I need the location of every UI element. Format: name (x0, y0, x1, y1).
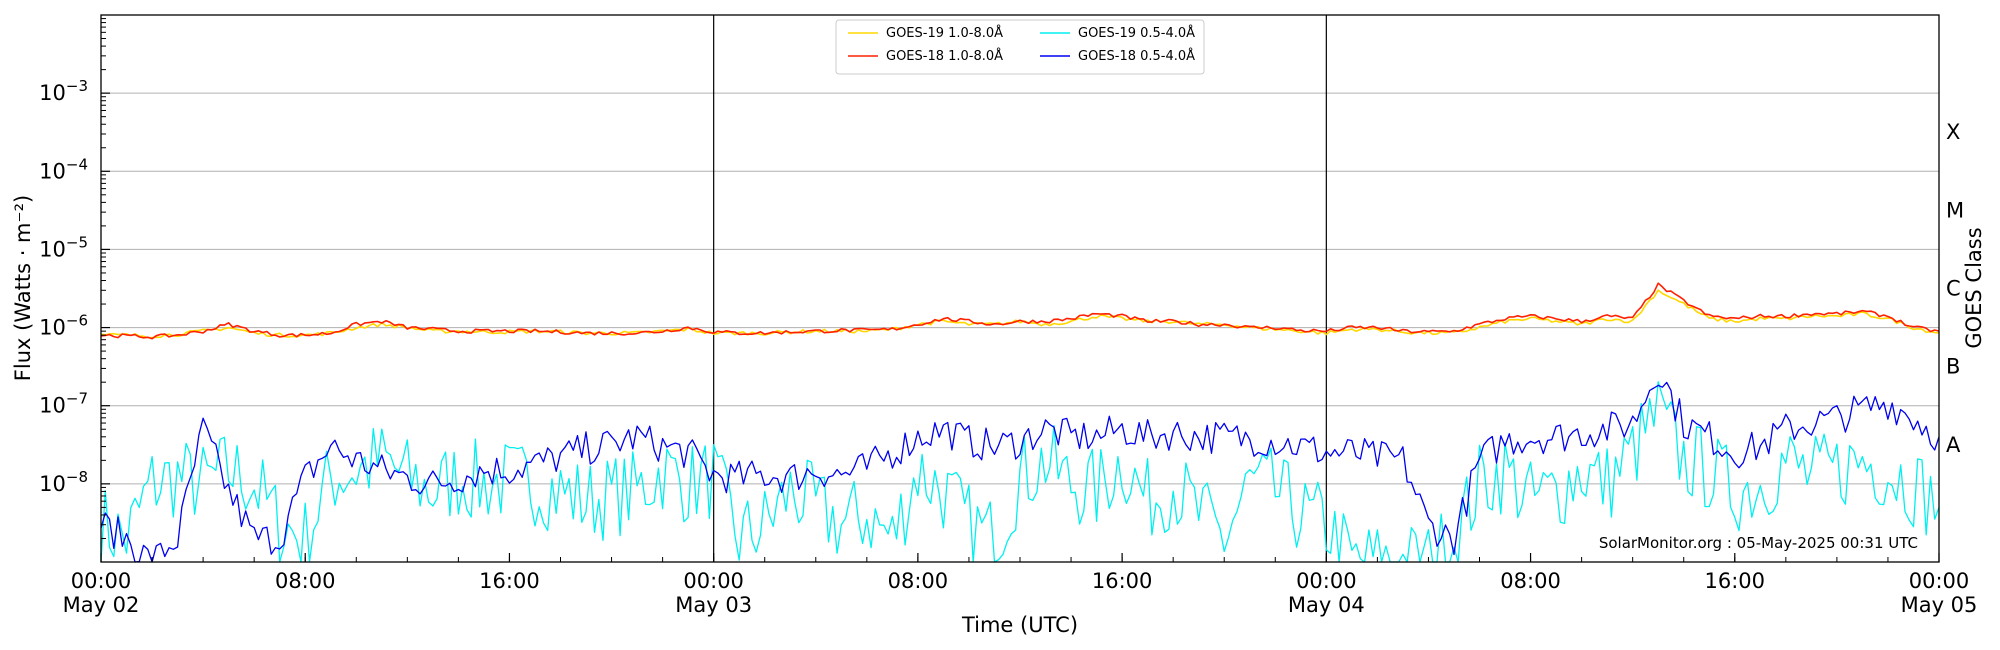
x-tick-time: 16:00 (479, 569, 540, 593)
x-tick-day: May 03 (675, 593, 752, 617)
credit-text: SolarMonitor.org : 05-May-2025 00:31 UTC (1599, 534, 1918, 552)
y-tick-base: 10 (39, 394, 66, 418)
x-axis-label: Time (UTC) (961, 613, 1078, 637)
y-tick-label: 10−4 (39, 155, 88, 183)
y-tick-label: 10−7 (39, 390, 88, 418)
legend-label: GOES-19 1.0-8.0Å (886, 25, 1003, 41)
y-tick-exponent: −3 (66, 77, 88, 95)
goes-class-m: M (1946, 198, 1964, 222)
y-tick-base: 10 (39, 159, 66, 183)
y-tick-label: 10−3 (39, 77, 88, 105)
legend-label: GOES-19 0.5-4.0Å (1078, 25, 1195, 41)
y-axis-label: Flux (Watts · m⁻²) (11, 195, 35, 381)
x-tick-time: 16:00 (1092, 569, 1153, 593)
goes-class-b: B (1946, 355, 1960, 379)
y-tick-exponent: −7 (66, 390, 88, 408)
y-axis-ticks: 10−810−710−610−510−410−3 (39, 18, 110, 539)
x-tick-time: 00:00 (71, 569, 132, 593)
y-tick-base: 10 (39, 472, 66, 496)
x-tick-time: 16:00 (1705, 569, 1766, 593)
goes-class-x: X (1946, 120, 1960, 144)
x-tick-day: May 05 (1901, 593, 1978, 617)
legend-label: GOES-18 1.0-8.0Å (886, 48, 1003, 64)
goes-class-labels: A B C M X (1946, 120, 1964, 457)
series-line-1 (100, 282, 1940, 340)
x-tick-time: 08:00 (888, 569, 949, 593)
series-line-3 (100, 381, 1940, 563)
y-tick-base: 10 (39, 316, 66, 340)
x-tick-time: 08:00 (1500, 569, 1561, 593)
series-line-2 (100, 381, 1940, 563)
y-tick-exponent: −6 (66, 312, 88, 330)
x-tick-time: 00:00 (683, 569, 744, 593)
y-tick-label: 10−8 (39, 468, 88, 496)
x-tick-day: May 04 (1288, 593, 1365, 617)
series-lines (100, 282, 1940, 563)
y-tick-exponent: −5 (66, 233, 88, 251)
legend-box (835, 19, 1205, 75)
y-tick-label: 10−6 (39, 312, 88, 340)
y-tick-label: 10−5 (39, 233, 88, 261)
y-tick-base: 10 (39, 237, 66, 261)
x-tick-time: 00:00 (1296, 569, 1357, 593)
right-axis-label: GOES Class (1962, 227, 1986, 348)
x-tick-day: May 02 (63, 593, 140, 617)
goes-class-c: C (1946, 277, 1961, 301)
y-tick-exponent: −4 (66, 155, 88, 173)
y-tick-base: 10 (39, 81, 66, 105)
y-tick-exponent: −8 (66, 468, 88, 486)
x-tick-time: 08:00 (275, 569, 336, 593)
grid-lines (101, 92, 1939, 485)
series-line-0 (100, 289, 1940, 339)
x-tick-time: 00:00 (1909, 569, 1970, 593)
legend: GOES-19 1.0-8.0Å GOES-18 1.0-8.0Å GOES-19 … (835, 19, 1205, 75)
goes-class-a: A (1946, 433, 1961, 457)
legend-label: GOES-18 0.5-4.0Å (1078, 48, 1195, 64)
